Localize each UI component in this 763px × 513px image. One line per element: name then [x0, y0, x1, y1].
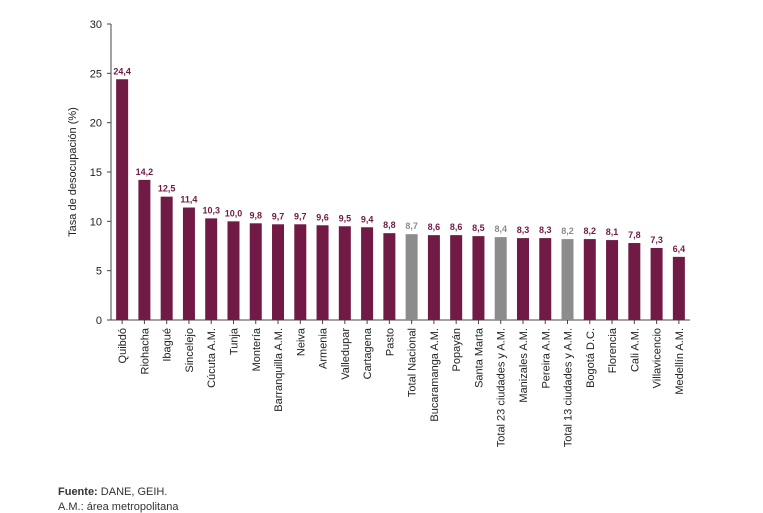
bar-value-label: 8,2: [561, 226, 574, 236]
bar-value-label: 7,8: [628, 230, 641, 240]
x-category-label: Popayán: [451, 328, 463, 371]
bar: [472, 236, 485, 320]
x-category-label: Cúcuta A.M.: [206, 328, 218, 388]
bar-value-label: 8,4: [494, 224, 507, 234]
bar-value-label: 24,4: [113, 66, 131, 76]
bar: [516, 238, 529, 320]
bar-value-label: 9,7: [272, 211, 285, 221]
x-category-label: Pereira A.M.: [540, 328, 552, 389]
x-category-label: Total 13 ciudades y A.M.: [563, 328, 575, 447]
x-category-label: Bucaramanga A.M.: [429, 328, 441, 422]
bar-value-label: 6,4: [673, 244, 686, 254]
y-tick-label: 10: [90, 216, 102, 228]
source-label: Fuente:: [58, 486, 98, 498]
bar-chart: 0 5 10 15 20 25 30 Tasa de desocupación (%) 24,4…: [67, 19, 690, 447]
bar: [494, 237, 507, 320]
bar: [539, 238, 552, 320]
bar-value-label: 8,2: [584, 226, 597, 236]
x-category-label: Manizales A.M.: [518, 328, 530, 403]
bar: [561, 239, 574, 320]
abbreviation-note: A.M.: área metropolitana: [58, 501, 179, 513]
x-category-label: Neiva: [295, 327, 307, 356]
bar-value-label: 11,4: [180, 195, 197, 205]
bar: [606, 240, 619, 320]
x-category-label: Cartagena: [362, 327, 374, 379]
x-category-label: Santa Marta: [473, 327, 485, 388]
bar-value-label: 8,7: [405, 221, 418, 231]
x-category-label: Barranquilla A.M.: [273, 328, 285, 412]
bar-value-label: 8,8: [383, 220, 396, 230]
bar: [450, 235, 463, 320]
x-category-label: Total Nacional: [407, 328, 419, 397]
y-tick-label: 25: [90, 68, 102, 80]
bar-value-label: 9,4: [361, 214, 374, 224]
bar: [405, 234, 418, 320]
bar-value-label: 8,5: [472, 223, 485, 233]
bar: [650, 247, 663, 320]
bar: [427, 235, 440, 320]
bar: [316, 225, 329, 320]
x-category-label: Armenia: [318, 327, 330, 369]
y-tick-label: 0: [96, 315, 102, 327]
bar-value-label: 8,3: [517, 225, 530, 235]
bar-value-label: 10,3: [202, 205, 220, 215]
bar: [205, 218, 218, 320]
bar: [672, 256, 685, 320]
bar: [583, 239, 596, 320]
bar: [628, 243, 641, 320]
y-tick-label: 15: [90, 167, 102, 179]
bar-value-label: 14,2: [136, 167, 154, 177]
bar: [182, 207, 195, 320]
x-category-label: Riohacha: [139, 327, 151, 374]
x-category-label: Tunja: [228, 327, 240, 355]
x-category-label: Cali A.M.: [629, 328, 641, 372]
bar: [294, 224, 307, 320]
bar-value-label: 8,6: [428, 222, 441, 232]
y-tick-label: 30: [90, 19, 102, 31]
y-tick-label: 20: [90, 118, 102, 130]
x-category-label: Ibagué: [162, 328, 174, 362]
x-category-label: Valledupar: [340, 328, 352, 380]
bar-value-label: 8,3: [539, 225, 552, 235]
source-text: DANE, GEIH.: [97, 486, 168, 498]
x-category-label: Montería: [251, 327, 263, 371]
x-category-label: Bogotá D.C.: [585, 328, 597, 388]
x-category-label: Medellín A.M.: [674, 328, 686, 395]
x-category-label: Quibdó: [117, 328, 129, 363]
bar-value-label: 9,7: [294, 211, 307, 221]
bar: [272, 224, 285, 320]
bar-value-label: 7,3: [650, 235, 663, 245]
x-category-label: Pasto: [384, 328, 396, 356]
x-category-label: Villavicencio: [652, 328, 664, 388]
bar: [361, 227, 374, 320]
bar: [383, 233, 396, 320]
bar-value-label: 9,6: [316, 212, 329, 222]
y-tick-label: 5: [96, 266, 102, 278]
bar-value-label: 8,1: [606, 227, 619, 237]
bar: [227, 221, 240, 320]
bar: [338, 226, 351, 320]
x-category-label: Sincelejo: [184, 328, 196, 373]
bar: [160, 196, 173, 320]
bar-value-label: 9,5: [339, 213, 352, 223]
bar-value-label: 9,8: [249, 210, 262, 220]
bar-value-label: 8,6: [450, 222, 463, 232]
x-category-label: Florencia: [607, 327, 619, 373]
bar-value-label: 10,0: [225, 208, 243, 218]
bar-value-label: 12,5: [158, 184, 176, 194]
bar: [116, 79, 129, 321]
bar: [138, 179, 151, 320]
x-category-label: Total 23 ciudades y A.M.: [496, 328, 508, 447]
bar: [249, 223, 262, 320]
y-axis-title: Tasa de desocupación (%): [67, 107, 79, 237]
source-note: Fuente: DANE, GEIH.: [58, 486, 167, 498]
